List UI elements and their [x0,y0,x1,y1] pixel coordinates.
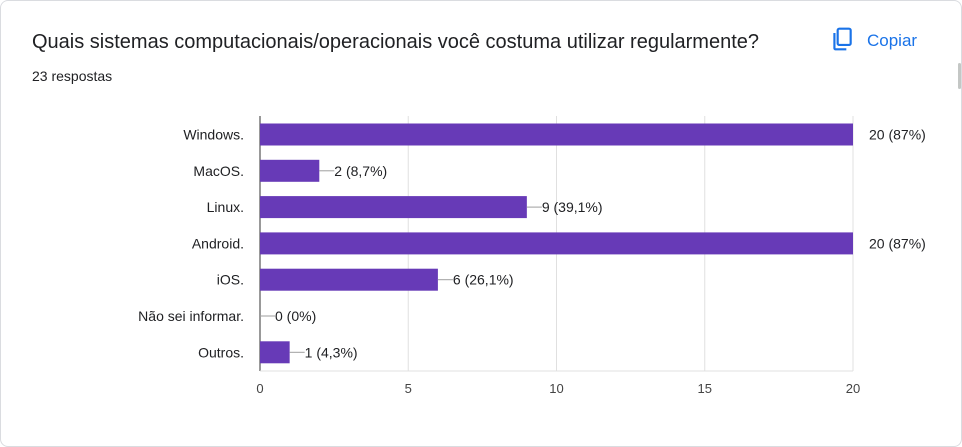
x-tick-label: 15 [698,381,712,396]
value-label: 20 (87%) [869,127,926,143]
copy-button-label: Copiar [867,31,918,50]
bar[interactable] [260,196,527,219]
scrollbar-thumb[interactable] [958,63,961,89]
category-label: Linux. [207,199,244,215]
value-label: 20 (87%) [869,235,926,251]
value-label: 1 (4,3%) [305,344,358,360]
category-label: iOS. [217,272,244,288]
copy-icon [829,26,855,57]
x-tick-label: 5 [405,381,412,396]
value-label: 6 (26,1%) [453,272,514,288]
category-label: Windows. [183,127,244,143]
bar[interactable] [260,341,290,364]
copy-button[interactable]: Copiar [829,25,917,57]
category-label: Android. [192,235,244,251]
x-tick-label: 20 [846,381,860,396]
bar[interactable] [260,232,853,255]
question-title: Quais sistemas computacionais/operaciona… [32,31,760,53]
bar[interactable] [260,159,320,182]
x-tick-label: 10 [549,381,563,396]
bar[interactable] [260,123,853,146]
category-label: Outros. [198,344,244,360]
response-count: 23 respostas [32,68,113,84]
value-label: 9 (39,1%) [542,199,603,215]
x-tick-label: 0 [256,381,263,396]
value-label: 0 (0%) [275,308,316,324]
value-label: 2 (8,7%) [334,163,387,179]
category-label: Não sei informar. [138,308,244,324]
category-label: MacOS. [193,163,244,179]
bar[interactable] [260,268,438,291]
